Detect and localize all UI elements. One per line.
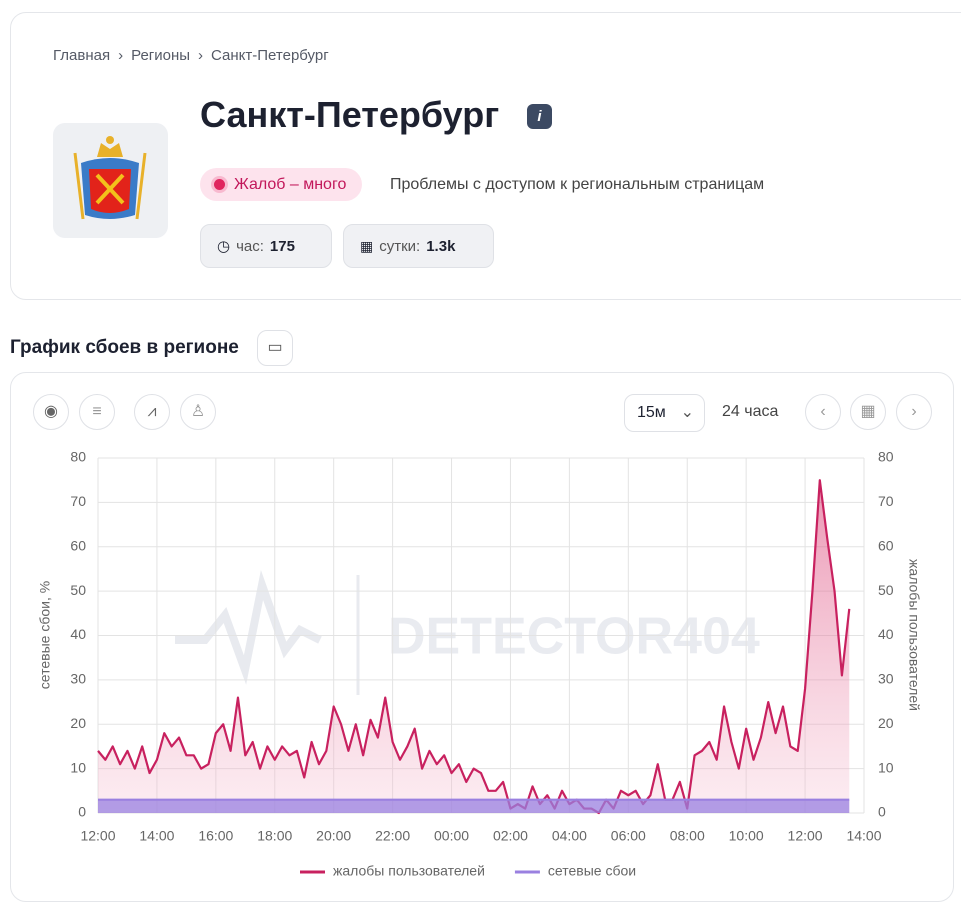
series-area <box>98 480 850 813</box>
x-tick-label: 22:00 <box>375 828 410 844</box>
y-tick-label: 30 <box>70 671 86 687</box>
legend-label: жалобы пользователей <box>333 863 485 879</box>
y-tick-label: 80 <box>70 449 86 465</box>
x-tick-label: 02:00 <box>493 828 528 844</box>
emblem-icon <box>73 136 147 220</box>
y2-tick-label: 70 <box>878 493 894 509</box>
stat-value: 175 <box>269 237 295 255</box>
x-tick-label: 16:00 <box>198 828 233 844</box>
x-tick-label: 18:00 <box>257 828 292 844</box>
x-tick-label: 06:00 <box>611 828 646 844</box>
next-button[interactable]: › <box>896 394 932 430</box>
breadcrumb[interactable]: Главная <box>53 47 111 64</box>
info-icon[interactable]: i <box>527 104 552 129</box>
stat-hour: ◷ час: 175 <box>200 224 332 268</box>
x-tick-label: 20:00 <box>316 828 351 844</box>
y-tick-label: 40 <box>70 626 86 642</box>
breadcrumb: Санкт-Петербург <box>211 47 329 64</box>
breadcrumb[interactable]: Регионы <box>131 47 191 64</box>
chart-card <box>10 372 954 902</box>
screenshot-button[interactable]: ◉ <box>33 394 69 430</box>
status-text: Жалоб – много <box>234 176 347 193</box>
x-tick-label: 00:00 <box>434 828 469 844</box>
stat-value: 1.3k <box>426 237 456 255</box>
y-tick-label: 10 <box>70 759 86 775</box>
y2-tick-label: 40 <box>878 626 894 642</box>
y2-tick-label: 60 <box>878 537 894 553</box>
y-tick-label: 50 <box>70 582 86 598</box>
y2-tick-label: 50 <box>878 582 894 598</box>
y2-tick-label: 30 <box>878 671 894 687</box>
x-tick-label: 08:00 <box>670 828 705 844</box>
series-line <box>97 479 851 815</box>
section-title: График сбоев в регионе <box>10 337 239 358</box>
x-tick-label: 14:00 <box>139 828 174 844</box>
emblem <box>53 123 168 238</box>
embed-button[interactable]: ▭ <box>257 330 293 366</box>
y-tick-label: 0 <box>78 804 86 820</box>
stat-day: ▦ сутки: 1.3k <box>343 224 494 268</box>
x-tick-label: 14:00 <box>846 828 881 844</box>
watermark-logo <box>175 569 322 685</box>
interval-select[interactable]: 15м ⌄ <box>624 394 705 432</box>
prev-button[interactable]: ‹ <box>805 394 841 430</box>
interval: 15м <box>637 404 666 421</box>
data-button[interactable]: ≡ <box>79 394 115 430</box>
area-button[interactable]: ⩘ <box>134 394 170 430</box>
y-axis-title: сетевые сбои, % <box>37 581 53 689</box>
region-card <box>10 12 961 300</box>
stat-label: час: <box>236 237 264 255</box>
legend-label: сетевые сбои <box>548 863 636 879</box>
x-tick-label: 12:00 <box>788 828 823 844</box>
y-tick-label: 60 <box>70 537 86 553</box>
y2-tick-label: 80 <box>878 449 894 465</box>
x-tick-label: 12:00 <box>80 828 115 844</box>
calendar-button[interactable]: ▦ <box>850 394 886 430</box>
watermark: DETECTOR404 <box>388 608 760 666</box>
range[interactable]: 24 часа <box>722 403 779 420</box>
y2-tick-label: 10 <box>878 759 894 775</box>
description: Проблемы с доступом к региональным стран… <box>390 176 765 193</box>
user-button[interactable]: ♙ <box>180 394 216 430</box>
y2-axis-title: жалобы пользователей <box>906 559 922 711</box>
stat-label: сутки: <box>379 237 421 255</box>
series-area <box>98 799 850 813</box>
y2-tick-label: 20 <box>878 715 894 731</box>
breadcrumbs: Главная › Регионы › Санкт-Петербург <box>53 47 329 64</box>
x-tick-label: 04:00 <box>552 828 587 844</box>
y-tick-label: 70 <box>70 493 86 509</box>
y2-tick-label: 0 <box>878 804 886 820</box>
status-badge: Жалоб – много <box>200 168 363 201</box>
title: Санкт-Петербург <box>200 94 500 135</box>
y-tick-label: 20 <box>70 715 86 731</box>
x-tick-label: 10:00 <box>729 828 764 844</box>
